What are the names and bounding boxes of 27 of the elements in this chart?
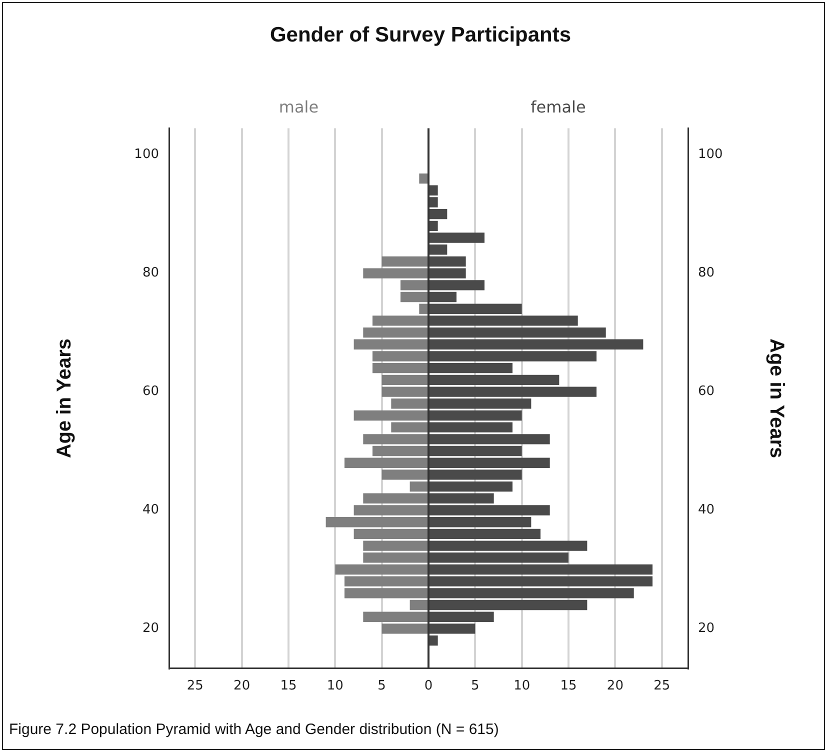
x-tick-label: 0 xyxy=(424,678,433,694)
x-tick-label: 5 xyxy=(378,678,386,694)
y2-tick-label: 100 xyxy=(698,147,723,162)
x-tick-label: 20 xyxy=(234,678,250,694)
x-tick-label: 20 xyxy=(606,678,624,694)
y-tick-label: 100 xyxy=(134,147,159,162)
y2-tick-label: 60 xyxy=(698,384,715,400)
caption: Figure 7.2 Population Pyramid with Age and Gender distribution (N = 615) xyxy=(9,721,499,738)
y-tick-label: 80 xyxy=(142,266,159,281)
y-axis-title: Age in Years xyxy=(54,338,76,458)
y2-tick-label: 20 xyxy=(698,621,715,636)
x-tick-label: 10 xyxy=(326,678,344,694)
x-tick-label: 25 xyxy=(186,678,204,694)
x-tick-label: 25 xyxy=(654,678,670,694)
y2-tick-label: 40 xyxy=(698,502,715,518)
y2-axis-title: Age in Years xyxy=(765,338,788,458)
x-tick-label: 10 xyxy=(514,678,530,694)
text: male xyxy=(278,97,319,116)
y2-tick-label: 80 xyxy=(698,266,715,281)
x-tick-label: 15 xyxy=(280,678,297,694)
y-tick-label: 40 xyxy=(142,502,159,518)
text: female xyxy=(530,97,586,116)
x-tick-label: 15 xyxy=(560,678,577,694)
y-tick-label: 60 xyxy=(142,384,159,400)
y-tick-label: 20 xyxy=(142,621,159,636)
chart-title: Gender of Survey Participants xyxy=(270,23,572,46)
x-tick-label: 5 xyxy=(471,678,480,694)
